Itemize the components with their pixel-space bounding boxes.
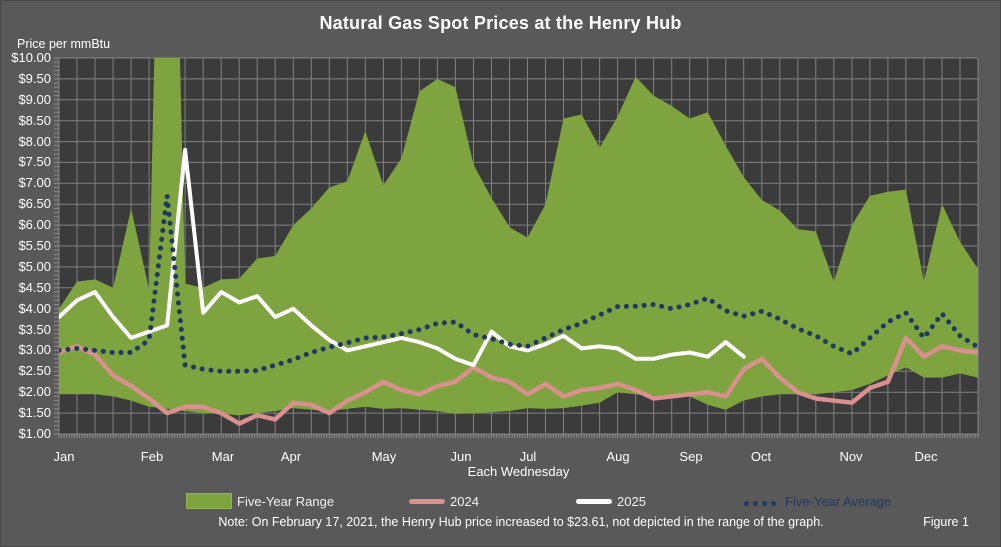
y-tick-label: $5.00 <box>18 259 51 274</box>
five-year-average-dotted-line <box>59 193 978 374</box>
y-tick-label: $8.50 <box>18 113 51 128</box>
five-year-average-swatch <box>744 494 780 509</box>
legend-item-five-year-average: Five-Year Average <box>744 492 891 510</box>
y-tick-label: $4.50 <box>18 280 51 295</box>
legend-item-2024: 2024 <box>409 492 479 510</box>
x-tick-label: Aug <box>606 449 630 464</box>
y-tick-label: $6.00 <box>18 217 51 232</box>
x-tick-label: May <box>371 449 397 464</box>
x-tick-label: Oct <box>750 449 772 464</box>
y-tick-label: $5.50 <box>18 238 51 253</box>
line-2024 <box>59 335 978 426</box>
y-tick-label: $8.00 <box>18 134 51 149</box>
x-tick-label: Nov <box>839 449 863 464</box>
x-tick-label: Jun <box>450 449 472 464</box>
legend-label-2025: 2025 <box>617 493 646 509</box>
axis-minor-ticks <box>54 57 979 438</box>
legend-label-2024: 2024 <box>450 493 479 509</box>
y-tick-label: $1.00 <box>18 426 51 441</box>
y-tick-label: $9.00 <box>18 92 51 107</box>
line-2024-swatch <box>409 498 445 504</box>
legend-label-five-year-average: Five-Year Average <box>785 493 892 509</box>
y-tick-label: $2.00 <box>18 384 51 399</box>
legend-item-2025: 2025 <box>576 492 646 510</box>
chart-title: Natural Gas Spot Prices at the Henry Hub <box>319 13 682 33</box>
y-tick-label: $2.50 <box>18 363 51 378</box>
y-tick-label: $9.50 <box>18 71 51 86</box>
y-tick-label: $7.50 <box>18 154 51 169</box>
x-tick-label: Sep <box>679 449 703 464</box>
five-year-range-band <box>59 58 978 416</box>
x-tick-label: Jan <box>53 449 75 464</box>
y-tick-label: $4.00 <box>18 301 51 316</box>
y-axis-title: Price per mmBtu <box>17 37 111 51</box>
y-tick-label: $10.00 <box>11 50 51 65</box>
note-text: Note: On February 17, 2021, the Henry Hu… <box>218 515 824 529</box>
x-tick-label: Feb <box>140 449 164 464</box>
x-axis-title: Each Wednesday <box>467 464 570 479</box>
y-tick-label: $7.00 <box>18 175 51 190</box>
figure-label: Figure 1 <box>923 515 969 529</box>
five-year-range-swatch <box>186 493 232 509</box>
legend-label-five-year-range: Five-Year Range <box>237 493 335 509</box>
x-tick-label: Jul <box>519 449 537 464</box>
y-tick-label: $3.00 <box>18 342 51 357</box>
x-tick-label: Apr <box>280 449 302 464</box>
line-2025-swatch <box>576 498 612 504</box>
legend-item-five-year-range: Five-Year Range <box>186 492 334 510</box>
x-tick-label: Dec <box>914 449 938 464</box>
x-tick-label: Mar <box>211 449 235 464</box>
y-tick-label: $3.50 <box>18 322 51 337</box>
y-tick-label: $6.50 <box>18 196 51 211</box>
y-tick-label: $1.50 <box>18 405 51 420</box>
